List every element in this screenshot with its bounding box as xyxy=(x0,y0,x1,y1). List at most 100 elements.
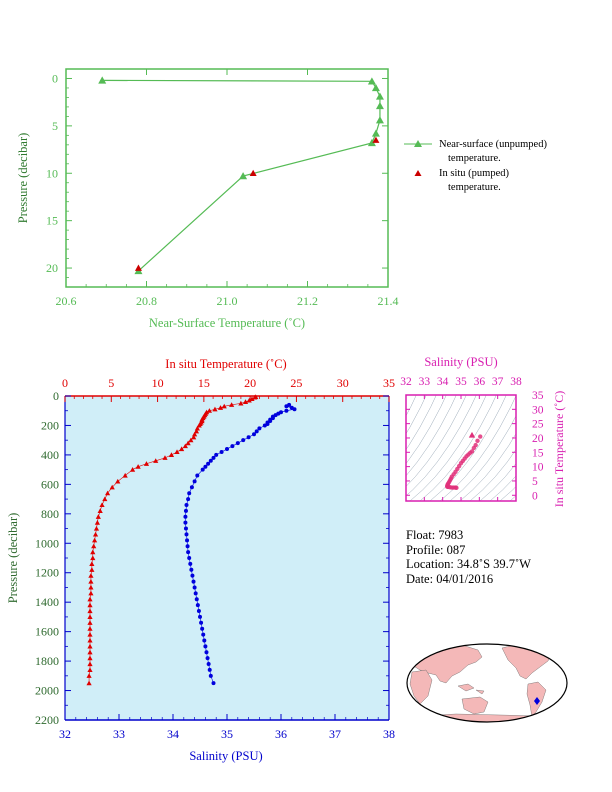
salinity-point xyxy=(193,591,198,596)
temperature-point xyxy=(206,408,213,413)
ts-density-contour xyxy=(406,395,427,435)
temperature-point xyxy=(97,508,103,513)
temperature-point xyxy=(87,643,93,649)
ts-surface-point xyxy=(468,431,476,438)
legend-label-in-situ-1: In situ (pumped) xyxy=(439,168,509,179)
salinity-tick-label: 37 xyxy=(329,727,341,741)
salinity-point xyxy=(208,673,213,678)
salinity-point xyxy=(188,561,193,566)
temperature-point xyxy=(185,440,191,446)
temperature-point xyxy=(192,431,198,437)
temperature-point xyxy=(87,608,93,614)
temperature-point xyxy=(162,455,168,460)
salinity-point xyxy=(195,603,200,608)
salinity-tick-label: 34 xyxy=(167,727,179,741)
salinity-point xyxy=(184,532,189,537)
top-y-tick-label: 10 xyxy=(46,166,58,180)
ts-density-contour xyxy=(419,395,497,501)
temperature-point xyxy=(196,422,202,428)
top-y-tick-label: 5 xyxy=(52,119,58,133)
top-series-group xyxy=(98,76,384,275)
ts-density-contour xyxy=(406,395,447,464)
temperature-point xyxy=(242,399,249,404)
temperature-point xyxy=(87,631,93,637)
temperature-point xyxy=(217,405,224,410)
salinity-point xyxy=(185,538,190,543)
ts-y-tick-label: 0 xyxy=(532,490,538,502)
temperature-point xyxy=(87,655,93,661)
temperature-point xyxy=(99,502,105,508)
pressure-tick-label: 1000 xyxy=(35,536,59,550)
temperature-point xyxy=(229,402,235,407)
profile-date: Date: 04/01/2016 xyxy=(406,571,494,586)
salinity-point xyxy=(183,514,188,519)
top-y-axis: 0 5 10 15 20 xyxy=(46,71,388,278)
temperature-point xyxy=(182,443,188,449)
surface-temperature-chart: 20.6 20.8 21.0 21.2 21.4 0 5 10 15 20 Near-Surfa… xyxy=(16,68,399,330)
pressure-tick-label: 200 xyxy=(41,418,59,432)
temperature-point xyxy=(89,561,95,566)
temperature-point xyxy=(252,394,258,400)
top-x-tick-label: 21.2 xyxy=(297,294,318,308)
temperature-point xyxy=(88,584,94,590)
ts-density-contour xyxy=(429,395,507,501)
salinity-point xyxy=(196,609,201,614)
temperature-tick-label: 30 xyxy=(337,376,349,390)
top-x-axis: 20.6 20.8 21.0 21.2 21.4 xyxy=(56,69,399,308)
temperature-point xyxy=(87,626,93,631)
near-surface-point xyxy=(367,77,376,85)
temperature-axis: 0 5 10 15 20 25 30 35 xyxy=(62,376,395,402)
profile-number: Profile: 087 xyxy=(406,542,466,557)
top-x-tick-label: 21.4 xyxy=(378,294,399,308)
near-surface-point xyxy=(375,101,384,110)
salinity-point xyxy=(241,438,246,443)
salinity-point xyxy=(257,426,262,431)
temperature-tick-label: 35 xyxy=(383,376,395,390)
temperature-point xyxy=(90,555,96,561)
temperature-axis-title: In situ Temperature (˚C) xyxy=(165,357,286,371)
salinity-point xyxy=(186,550,191,555)
salinity-point xyxy=(284,404,289,409)
salinity-point xyxy=(198,614,202,619)
salinity-point xyxy=(262,423,267,428)
ts-y-tick-label: 35 xyxy=(532,390,544,402)
salinity-point xyxy=(186,497,191,502)
salinity-point xyxy=(200,467,205,472)
near-surface-point xyxy=(98,76,107,84)
pressure-tick-label: 400 xyxy=(41,448,59,462)
salinity-point xyxy=(204,650,209,655)
temperature-point xyxy=(143,461,150,466)
ts-density-contour xyxy=(406,395,477,497)
temperature-point xyxy=(88,573,94,578)
profile-chart: 0 5 10 15 20 25 30 35 32 33 34 35 36 37 38 0 200 400 600… xyxy=(6,357,395,763)
in-situ-point xyxy=(249,169,257,177)
profile-plot-background xyxy=(65,396,389,720)
ts-density-contour xyxy=(406,395,417,417)
ts-density-contour xyxy=(459,433,516,501)
salinity-point xyxy=(203,644,208,649)
ts-diagram: 32 33 34 35 36 37 38 0 5 10 15 20 25 30 35 Salinity (… xyxy=(400,355,566,507)
temperature-point xyxy=(88,590,94,596)
temperature-point xyxy=(89,567,95,572)
temperature-point xyxy=(135,464,141,469)
map-land-australia xyxy=(461,696,489,715)
ts-density-contour xyxy=(406,395,467,487)
salinity-point xyxy=(211,455,216,460)
salinity-point xyxy=(185,544,190,549)
near-surface-point xyxy=(367,138,376,147)
salinity-point xyxy=(190,573,195,578)
ts-x-tick-label: 32 xyxy=(400,376,412,388)
top-legend: Near-surface (unpumped) temperature. In … xyxy=(404,139,547,193)
ts-x-tick-label: 38 xyxy=(510,376,522,388)
ts-density-contour xyxy=(439,395,516,501)
ts-density-contours xyxy=(406,395,516,501)
salinity-point xyxy=(183,520,188,525)
salinity-point xyxy=(191,579,196,584)
temperature-tick-label: 25 xyxy=(290,376,302,390)
salinity-series xyxy=(183,402,297,686)
map-land-africa xyxy=(409,669,433,705)
ts-x-tick-label: 34 xyxy=(437,376,449,388)
near-surface-point xyxy=(239,172,248,180)
temperature-point xyxy=(153,458,159,463)
